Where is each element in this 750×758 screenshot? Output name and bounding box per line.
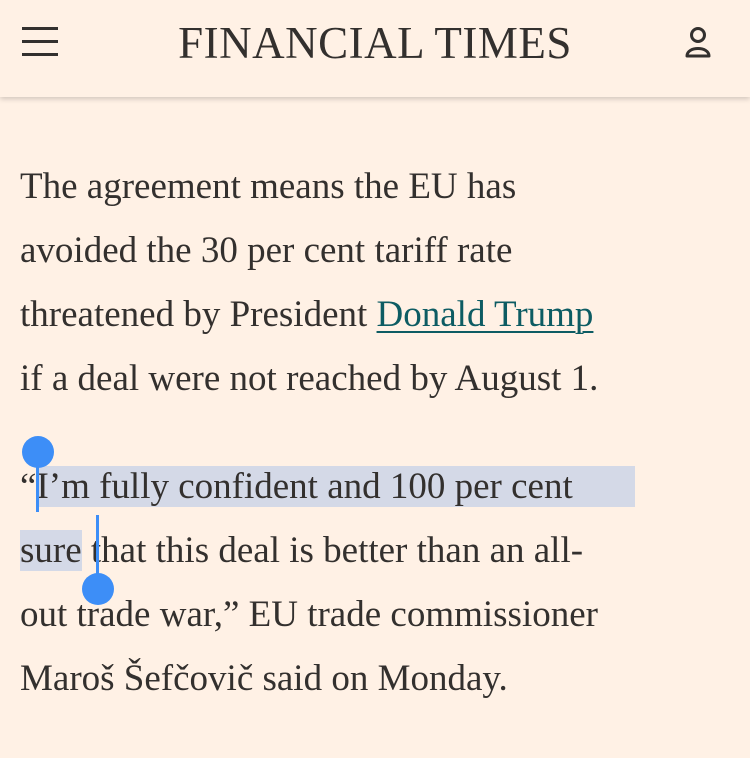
paragraph-line: Maroš Šefčovič said on Monday. [20, 658, 508, 699]
line-text: that this deal is better than an all- [81, 530, 584, 571]
selection-end-handle[interactable] [82, 515, 114, 605]
top-bar: FINANCIAL TIMES [0, 0, 750, 97]
donald-trump-link[interactable]: Donald Trump [376, 294, 594, 335]
paragraph-line: out trade war,” EU trade commissioner [20, 594, 598, 635]
paragraph-line: sure that this deal is better than an al… [20, 519, 730, 583]
user-account-icon[interactable] [684, 26, 712, 58]
paragraph-line: if a deal were not reached by August 1. [20, 358, 599, 399]
paragraph-line: “I’m fully confident and 100 per cent [20, 455, 730, 519]
paragraph-line: threatened by President Donald Trump [20, 283, 730, 347]
selected-text[interactable]: sure [20, 530, 82, 571]
article-body: The agreement means the EU has avoided t… [20, 155, 730, 711]
masthead-logo[interactable]: FINANCIAL TIMES [178, 18, 572, 68]
paragraph-line: The agreement means the EU has [20, 166, 517, 207]
paragraph-line: avoided the 30 per cent tariff rate [20, 230, 513, 271]
article-paragraph-quote: “I’m fully confident and 100 per cent su… [20, 455, 730, 711]
selected-text[interactable]: I’m fully confident and 100 per cent [36, 466, 635, 507]
open-quote: “ [20, 466, 37, 507]
hamburger-menu-icon[interactable] [22, 27, 58, 57]
selection-start-handle[interactable] [22, 436, 54, 516]
article-paragraph: The agreement means the EU has avoided t… [20, 155, 730, 411]
line-text: threatened by President [20, 294, 377, 335]
